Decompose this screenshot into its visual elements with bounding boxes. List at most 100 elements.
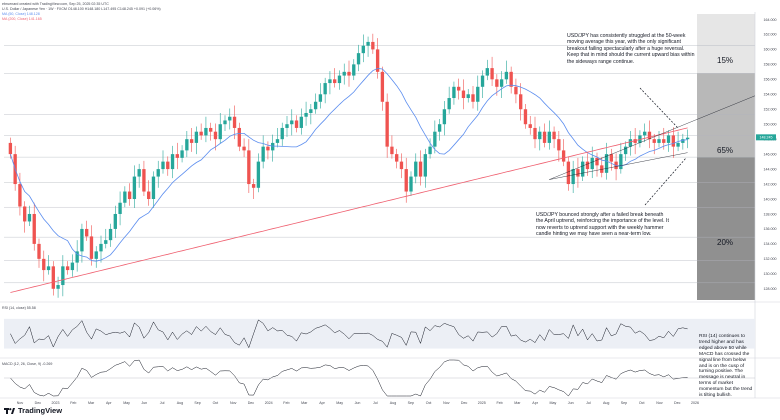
candle-body bbox=[385, 101, 389, 147]
ma50-legend[interactable]: MA (50, Close) 148.128 bbox=[2, 12, 40, 16]
candle-body bbox=[476, 86, 480, 102]
rsi-legend[interactable]: RSI (14, close) 55.58 bbox=[2, 306, 36, 310]
annotation-rsi: RSI (14) continues to trend higher and h… bbox=[699, 334, 753, 399]
support-line bbox=[549, 152, 688, 180]
candle-body bbox=[223, 120, 227, 125]
candle-body bbox=[175, 154, 179, 158]
candle-body bbox=[366, 41, 370, 46]
candle-body bbox=[80, 228, 84, 252]
candle-body bbox=[471, 94, 475, 102]
symbol-line[interactable]: U.S. Dollar / Japanese Yen · 1W · FXCM O… bbox=[2, 7, 161, 11]
x-tick-label: Dec bbox=[674, 401, 681, 405]
candle-body bbox=[685, 137, 690, 140]
x-tick-label: May bbox=[550, 401, 557, 405]
candle-body bbox=[561, 150, 566, 162]
candle-body bbox=[528, 124, 532, 128]
x-tick-label: Jul bbox=[373, 401, 378, 405]
candle-body bbox=[643, 131, 647, 136]
candle-body bbox=[42, 258, 46, 271]
ma200-legend[interactable]: MA (200, Close) 141.165 bbox=[2, 17, 42, 21]
zone-label-15: 15% bbox=[717, 56, 734, 65]
current-price-label: 148.245 bbox=[760, 136, 773, 140]
candle-body bbox=[285, 124, 289, 128]
candle-body bbox=[75, 251, 79, 263]
candle-body bbox=[132, 176, 137, 200]
annotation-bottom: USD/JPY bounced strongly after a failed … bbox=[536, 212, 669, 238]
x-tick-label: Oct bbox=[213, 401, 219, 405]
candle-body bbox=[151, 176, 156, 200]
ma50-line bbox=[10, 67, 688, 262]
annotation-top: USD/JPY has consistently struggled at th… bbox=[567, 33, 695, 65]
candle-body bbox=[237, 127, 241, 147]
candle-body bbox=[194, 131, 199, 143]
x-tick-label: 2025 bbox=[478, 401, 486, 405]
annotation-arrow bbox=[639, 87, 679, 129]
candle-body bbox=[113, 213, 117, 229]
candle-body bbox=[457, 86, 461, 91]
candle-body bbox=[37, 243, 41, 259]
candle-body bbox=[299, 116, 303, 128]
y-tick-label: 162.000 bbox=[764, 33, 777, 37]
y-tick-label: 142.000 bbox=[764, 182, 777, 186]
macd-legend[interactable]: MACD (12, 26, Close, 9) -0.269 bbox=[2, 362, 53, 366]
candle-body bbox=[304, 112, 308, 117]
x-tick-label: Mar bbox=[88, 401, 95, 405]
candle-body bbox=[280, 127, 284, 140]
zone-label-20: 20% bbox=[717, 238, 734, 247]
candle-body bbox=[142, 169, 146, 192]
candle-body bbox=[189, 139, 194, 143]
candle-body bbox=[437, 124, 442, 132]
x-tick-label: 2026 bbox=[691, 401, 699, 405]
candle-body bbox=[499, 79, 504, 87]
candle-body bbox=[542, 131, 547, 143]
tradingview-wordmark: TradingView bbox=[18, 406, 63, 415]
x-tick-label: Jun bbox=[141, 401, 147, 405]
candle-body bbox=[480, 75, 485, 87]
candle-body bbox=[232, 116, 237, 128]
candle-body bbox=[89, 236, 94, 259]
y-tick-label: 160.000 bbox=[764, 48, 777, 52]
candle-body bbox=[313, 101, 318, 110]
candle-body bbox=[242, 146, 246, 151]
y-tick-label: 140.000 bbox=[764, 197, 777, 201]
candle-body bbox=[681, 139, 685, 143]
candle-body bbox=[418, 161, 423, 177]
candle-body bbox=[504, 71, 509, 80]
candle-body bbox=[371, 41, 375, 50]
candle-body bbox=[275, 139, 280, 143]
zone-rect-15 bbox=[697, 14, 755, 74]
x-tick-label: Mar bbox=[301, 401, 308, 405]
candle-body bbox=[423, 154, 427, 177]
tradingview-logo[interactable]: TradingView bbox=[4, 406, 62, 415]
candle-body bbox=[27, 213, 32, 222]
candle-body bbox=[676, 142, 680, 147]
candle-body bbox=[647, 131, 652, 140]
x-tick-label: Nov bbox=[230, 401, 237, 405]
header-line1: ebruenard created with TradingView.com, … bbox=[2, 2, 109, 6]
candle-body bbox=[571, 169, 575, 185]
candle-body bbox=[623, 146, 628, 155]
candle-body bbox=[94, 251, 98, 259]
candle-body bbox=[662, 139, 666, 143]
x-tick-label: Feb bbox=[496, 401, 502, 405]
x-tick-label: Apr bbox=[319, 401, 325, 405]
candle-body bbox=[414, 161, 418, 177]
x-tick-label: Apr bbox=[532, 401, 538, 405]
candle-body bbox=[552, 131, 556, 140]
candle-body bbox=[347, 71, 351, 76]
candle-body bbox=[604, 154, 609, 173]
x-tick-label: May bbox=[123, 401, 130, 405]
uptrend-line bbox=[549, 95, 756, 180]
candle-body bbox=[595, 157, 599, 166]
candle-body bbox=[23, 206, 27, 222]
candle-body bbox=[204, 127, 208, 136]
x-tick-label: Jul bbox=[160, 401, 165, 405]
y-tick-label: 128.000 bbox=[764, 287, 777, 291]
candle-body bbox=[399, 161, 404, 170]
candle-body bbox=[99, 243, 103, 252]
x-tick-label: Feb bbox=[70, 401, 76, 405]
x-tick-label: Feb bbox=[283, 401, 289, 405]
candle-body bbox=[361, 45, 365, 54]
candle-body bbox=[485, 68, 489, 76]
